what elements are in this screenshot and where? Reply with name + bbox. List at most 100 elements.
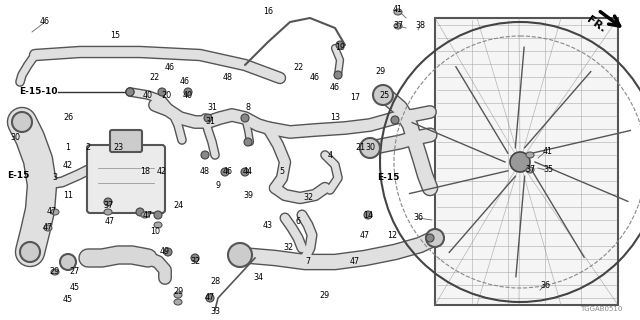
Text: 42: 42 <box>63 161 73 170</box>
Text: 36: 36 <box>540 281 550 290</box>
Ellipse shape <box>154 222 162 228</box>
Ellipse shape <box>526 167 534 173</box>
Text: 23: 23 <box>113 143 123 153</box>
Text: 41: 41 <box>543 148 553 156</box>
Text: 46: 46 <box>330 84 340 92</box>
Ellipse shape <box>141 212 149 218</box>
Circle shape <box>20 242 40 262</box>
Text: 39: 39 <box>243 190 253 199</box>
Text: 46: 46 <box>310 74 320 83</box>
Ellipse shape <box>174 299 182 305</box>
Circle shape <box>228 243 252 267</box>
Ellipse shape <box>394 9 402 15</box>
Circle shape <box>60 254 76 270</box>
Text: 26: 26 <box>63 114 73 123</box>
Text: 21: 21 <box>355 143 365 153</box>
Text: 45: 45 <box>70 284 80 292</box>
Polygon shape <box>435 18 618 305</box>
Text: 7: 7 <box>305 258 310 267</box>
FancyBboxPatch shape <box>87 145 165 213</box>
Text: FR.: FR. <box>585 14 607 34</box>
Circle shape <box>12 112 32 132</box>
Text: 30: 30 <box>365 143 375 153</box>
Text: 22: 22 <box>293 63 303 73</box>
Text: 37: 37 <box>393 21 403 30</box>
Text: 13: 13 <box>330 114 340 123</box>
Text: 29: 29 <box>50 268 60 276</box>
Text: 1: 1 <box>65 143 70 153</box>
Circle shape <box>201 151 209 159</box>
Text: 9: 9 <box>216 180 221 189</box>
Text: 33: 33 <box>210 308 220 316</box>
Text: 6: 6 <box>296 218 301 227</box>
Text: 40: 40 <box>183 91 193 100</box>
Text: 18: 18 <box>140 167 150 177</box>
Text: 17: 17 <box>350 93 360 102</box>
Text: 41: 41 <box>393 5 403 14</box>
Circle shape <box>391 116 399 124</box>
Circle shape <box>164 248 172 256</box>
Text: 24: 24 <box>173 201 183 210</box>
Text: 32: 32 <box>283 244 293 252</box>
Ellipse shape <box>44 225 52 231</box>
Text: 14: 14 <box>363 211 373 220</box>
Text: 47: 47 <box>47 207 57 217</box>
Text: 32: 32 <box>303 194 313 203</box>
Text: 46: 46 <box>223 167 233 177</box>
Text: 31: 31 <box>207 103 217 113</box>
Text: 40: 40 <box>143 91 153 100</box>
Text: 37: 37 <box>103 201 113 210</box>
Ellipse shape <box>394 23 402 29</box>
Circle shape <box>191 254 199 262</box>
Ellipse shape <box>51 269 59 275</box>
Circle shape <box>184 88 192 96</box>
Text: 8: 8 <box>246 103 250 113</box>
Text: 28: 28 <box>210 277 220 286</box>
Text: E-15: E-15 <box>7 171 29 180</box>
Text: 42: 42 <box>157 167 167 177</box>
Circle shape <box>206 294 214 302</box>
Circle shape <box>204 114 212 122</box>
Text: 29: 29 <box>173 287 183 297</box>
Ellipse shape <box>51 209 59 215</box>
Text: 47: 47 <box>360 230 370 239</box>
Text: 12: 12 <box>387 230 397 239</box>
Text: 19: 19 <box>335 44 345 52</box>
Text: 47: 47 <box>205 293 215 302</box>
Text: 35: 35 <box>543 165 553 174</box>
Text: 44: 44 <box>243 167 253 177</box>
Ellipse shape <box>174 292 182 298</box>
Text: 37: 37 <box>525 165 535 174</box>
Text: 45: 45 <box>63 295 73 305</box>
Circle shape <box>241 114 249 122</box>
Text: E-15: E-15 <box>377 173 399 182</box>
Text: 25: 25 <box>380 91 390 100</box>
FancyBboxPatch shape <box>110 130 142 152</box>
Text: 46: 46 <box>40 18 50 27</box>
Text: 36: 36 <box>413 213 423 222</box>
Text: 38: 38 <box>415 21 425 30</box>
Text: 43: 43 <box>263 220 273 229</box>
Circle shape <box>364 211 372 219</box>
Circle shape <box>126 88 134 96</box>
Text: 48: 48 <box>200 167 210 177</box>
Text: 22: 22 <box>150 74 160 83</box>
Text: 48: 48 <box>223 74 233 83</box>
Circle shape <box>336 41 344 49</box>
Text: 34: 34 <box>253 274 263 283</box>
Circle shape <box>158 88 166 96</box>
Circle shape <box>221 168 229 176</box>
Circle shape <box>241 168 249 176</box>
Text: 20: 20 <box>161 91 171 100</box>
Text: 49: 49 <box>160 247 170 257</box>
Text: TGGAB0510: TGGAB0510 <box>580 306 622 312</box>
Text: 46: 46 <box>180 77 190 86</box>
Text: 3: 3 <box>52 173 58 182</box>
Text: 11: 11 <box>63 190 73 199</box>
Text: 16: 16 <box>263 7 273 17</box>
Circle shape <box>136 208 144 216</box>
Ellipse shape <box>104 209 112 215</box>
Text: 5: 5 <box>280 167 285 177</box>
Text: 30: 30 <box>10 133 20 142</box>
Circle shape <box>426 234 434 242</box>
